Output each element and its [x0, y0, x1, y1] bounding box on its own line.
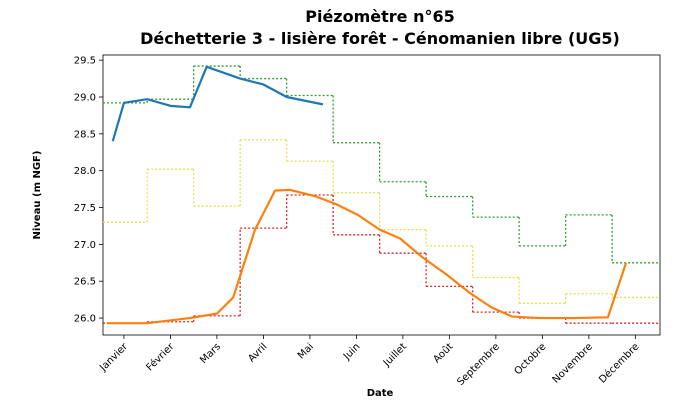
x-tick-label: Août [431, 341, 456, 366]
y-tick-label: 29.0 [74, 93, 96, 104]
y-tick-label: 29.5 [74, 56, 96, 67]
x-tick-label: Avril [246, 341, 269, 364]
y-tick-label: 28.5 [74, 129, 96, 140]
x-tick-label: Novembre [551, 341, 595, 385]
y-tick-label: 27.5 [74, 203, 96, 214]
y-tick-label: 28.0 [74, 166, 96, 177]
x-axis-label: Date [367, 388, 394, 399]
x-tick-label: Octobre [513, 341, 549, 377]
y-tick-label: 26.0 [74, 314, 96, 325]
x-tick-label: Mai [296, 341, 316, 361]
x-tick-label: Décembre [596, 341, 641, 386]
x-tick-label: Février [144, 340, 177, 373]
plot-frame [102, 54, 661, 336]
chart-title: Piézomètre n°65 [305, 7, 455, 26]
x-tick-label: Janvier [97, 341, 130, 374]
chart-subtitle: Déchetterie 3 - lisière forêt - Cénomani… [140, 29, 620, 48]
x-tick-label: Septembre [455, 341, 502, 388]
y-axis-label: Niveau (m NGF) [32, 151, 43, 240]
x-tick-label: Mars [198, 341, 223, 366]
x-tick-label: Juillet [381, 341, 409, 369]
data-line [111, 65, 324, 142]
y-tick-label: 27.0 [74, 240, 96, 251]
data-line [106, 188, 628, 325]
y-tick-label: 26.5 [74, 277, 96, 288]
x-tick-label: Juin [341, 341, 363, 363]
